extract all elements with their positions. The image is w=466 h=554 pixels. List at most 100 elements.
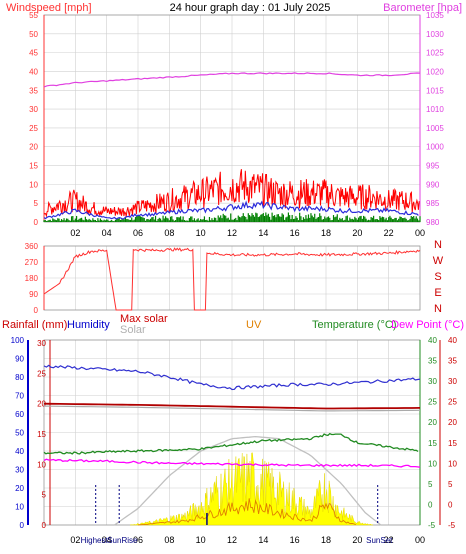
- windspeed-tick-label: 40: [29, 67, 38, 76]
- highest-marker-label: Highest: [81, 536, 109, 545]
- windspeed-tick-label: 45: [29, 49, 38, 58]
- dewpoint-tick-label: 30: [448, 377, 457, 386]
- temperature-tick-label: 15: [428, 439, 437, 448]
- barometer-tick-label: 1005: [426, 124, 444, 133]
- hour-tick-label: 10: [196, 535, 206, 545]
- direction-tick-label: 270: [25, 258, 39, 267]
- hour-tick-label: 12: [227, 228, 237, 238]
- barometer-tick-label: 1020: [426, 67, 444, 76]
- hour-tick-label: 00: [415, 228, 425, 238]
- dewpoint-tick-label: 15: [448, 439, 457, 448]
- windspeed-tick-label: 50: [29, 30, 38, 39]
- compass-label: S: [434, 271, 441, 283]
- hour-tick-label: 02: [70, 535, 80, 545]
- humidity-axis-label: Humidity: [67, 319, 110, 331]
- barometer-tick-label: 1000: [426, 143, 444, 152]
- temperature-tick-label: 10: [428, 459, 437, 468]
- hour-tick-label: 02: [70, 228, 80, 238]
- hour-tick-label: 16: [290, 228, 300, 238]
- dewpoint-tick-label: 20: [448, 418, 457, 427]
- windspeed-tick-label: 25: [29, 124, 38, 133]
- hour-tick-label: 14: [258, 228, 268, 238]
- barometer-tick-label: 990: [426, 180, 440, 189]
- direction-tick-label: 180: [25, 274, 39, 283]
- temperature-tick-label: 35: [428, 357, 437, 366]
- humidity-tick-label: 70: [15, 392, 24, 401]
- humidity-tick-label: 90: [15, 355, 24, 364]
- uv-label: UV: [246, 319, 262, 331]
- barometer-tick-label: 980: [426, 218, 440, 227]
- rainfall-tick-label: 5: [42, 491, 47, 500]
- temperature-tick-label: 0: [428, 500, 433, 509]
- wind-gust-line: [43, 169, 420, 218]
- temperature-tick-label: 20: [428, 418, 437, 427]
- windspeed-tick-label: 10: [29, 180, 38, 189]
- max-solar-label: Max solar: [120, 313, 168, 325]
- rainfall-tick-label: 10: [37, 460, 46, 469]
- compass-label: N: [434, 303, 442, 315]
- rainfall-tick-label: 30: [37, 339, 46, 348]
- hour-tick-label: 20: [352, 228, 362, 238]
- barometer-tick-label: 1030: [426, 30, 444, 39]
- barometer-tick-label: 985: [426, 199, 440, 208]
- dewpoint-tick-label: 35: [448, 357, 457, 366]
- humidity-tick-label: 80: [15, 373, 24, 382]
- hour-tick-label: 18: [321, 535, 331, 545]
- dewpoint-tick-label: 5: [448, 480, 453, 489]
- wind-direction-line: [43, 247, 421, 311]
- barometer-tick-label: 995: [426, 162, 440, 171]
- rainfall-tick-label: 15: [37, 430, 46, 439]
- hour-tick-label: 20: [352, 535, 362, 545]
- uv-line: [137, 498, 356, 526]
- compass-label: W: [433, 255, 444, 267]
- humidity-line: [43, 364, 421, 391]
- hour-tick-label: 08: [164, 535, 174, 545]
- humidity-tick-label: 100: [11, 336, 25, 345]
- humidity-tick-label: 40: [15, 447, 24, 456]
- rainfall-tick-label: 20: [37, 400, 46, 409]
- rainfall-axis-label: Rainfall (mm): [2, 319, 67, 331]
- max-solar-line: [114, 435, 382, 526]
- hour-tick-label: 10: [196, 228, 206, 238]
- barometer-tick-label: 1025: [426, 49, 444, 58]
- temperature-line: [43, 432, 419, 455]
- humidity-tick-label: 10: [15, 503, 24, 512]
- dewpoint-axis-label: Dew Point (°C): [391, 319, 464, 331]
- dewpoint-tick-label: 10: [448, 459, 457, 468]
- windspeed-tick-label: 15: [29, 162, 38, 171]
- compass-label: E: [434, 287, 441, 299]
- hour-tick-label: 06: [133, 228, 143, 238]
- barometer-tick-label: 1010: [426, 105, 444, 114]
- temperature-tick-label: 25: [428, 398, 437, 407]
- rainfall-tick-label: 0: [42, 521, 47, 530]
- rainfall-line: [43, 402, 421, 410]
- windspeed-tick-label: 5: [34, 199, 39, 208]
- hour-tick-label: 16: [290, 535, 300, 545]
- solar-area: [130, 452, 374, 526]
- compass-label: N: [434, 239, 442, 251]
- hour-tick-label: 00: [415, 535, 425, 545]
- temperature-tick-label: 5: [428, 480, 433, 489]
- direction-tick-label: 0: [34, 306, 39, 315]
- hour-tick-label: 12: [227, 535, 237, 545]
- hour-tick-label: 06: [133, 535, 143, 545]
- humidity-tick-label: 20: [15, 484, 24, 493]
- wind-average-line: [43, 200, 419, 220]
- chart-title: 24 hour graph day : 01 July 2025: [170, 2, 331, 14]
- windspeed-tick-label: 30: [29, 105, 38, 114]
- windspeed-tick-label: 35: [29, 86, 38, 95]
- solar-max-line: [43, 405, 421, 412]
- hour-tick-label: 22: [384, 228, 394, 238]
- sunset-marker-label: SunSet: [366, 536, 393, 545]
- dewpoint-line: [43, 458, 421, 468]
- humidity-tick-label: 0: [20, 521, 25, 530]
- hour-tick-label: 08: [164, 228, 174, 238]
- humidity-tick-label: 60: [15, 410, 24, 419]
- windspeed-tick-label: 0: [34, 218, 39, 227]
- barometer-tick-label: 1035: [426, 11, 444, 20]
- windspeed-tick-label: 20: [29, 143, 38, 152]
- direction-tick-label: 360: [25, 242, 39, 251]
- humidity-tick-label: 30: [15, 466, 24, 475]
